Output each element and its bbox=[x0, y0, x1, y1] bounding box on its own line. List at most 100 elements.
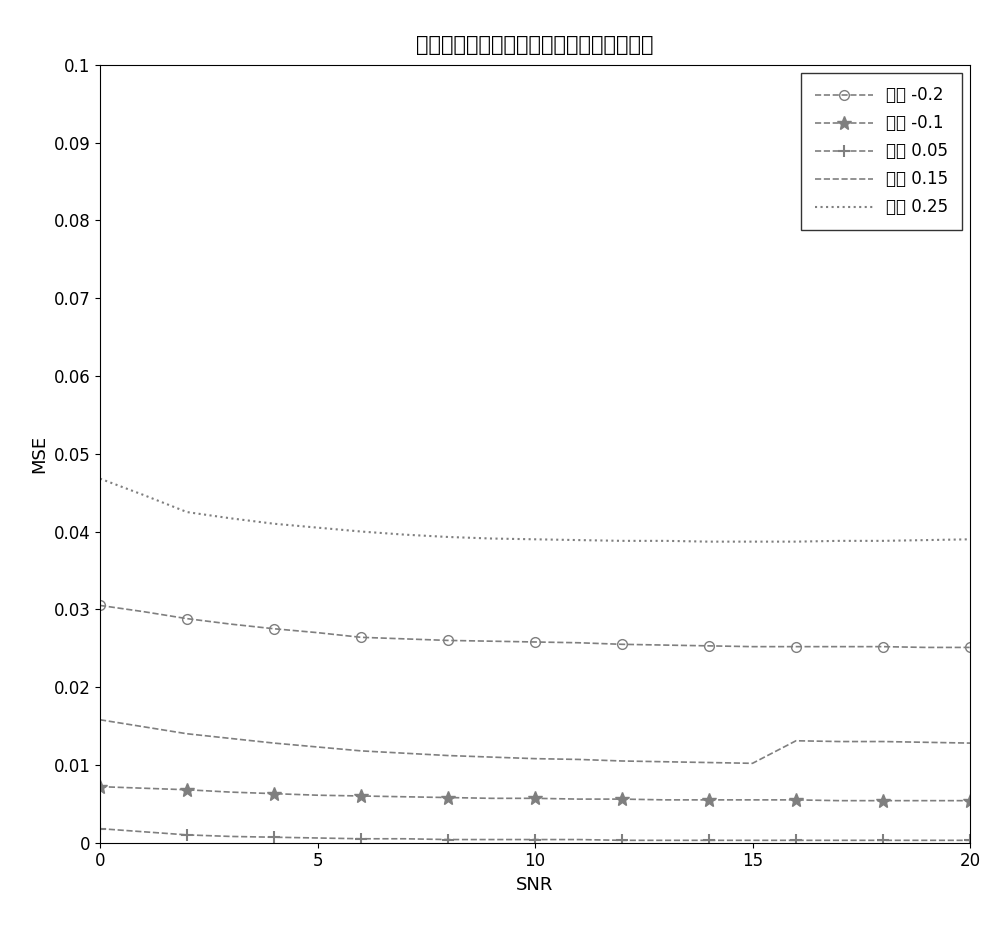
频偏 0.05 bbox=[312, 832, 324, 844]
频偏 0.15 bbox=[398, 747, 411, 758]
频偏 -0.2 bbox=[790, 641, 802, 652]
频偏 -0.2 bbox=[572, 637, 584, 648]
频偏 0.15 bbox=[94, 714, 106, 725]
频偏 -0.1 bbox=[224, 786, 237, 797]
频偏 0.25 bbox=[790, 536, 802, 547]
频偏 0.05 bbox=[94, 823, 106, 834]
频偏 0.15 bbox=[442, 750, 454, 761]
频偏 0.25 bbox=[138, 490, 150, 501]
频偏 -0.2 bbox=[660, 640, 672, 651]
频偏 0.25 bbox=[224, 513, 237, 524]
频偏 -0.2 bbox=[312, 627, 324, 638]
频偏 -0.1 bbox=[834, 795, 846, 807]
频偏 0.15 bbox=[964, 737, 976, 748]
频偏 -0.1 bbox=[572, 794, 584, 805]
频偏 -0.2 bbox=[529, 636, 541, 647]
频偏 -0.1 bbox=[877, 795, 889, 807]
频偏 -0.1 bbox=[616, 794, 628, 805]
频偏 -0.2 bbox=[398, 633, 411, 644]
频偏 -0.1 bbox=[790, 795, 802, 806]
频偏 0.05 bbox=[181, 830, 193, 841]
频偏 0.15 bbox=[224, 732, 237, 744]
频偏 0.25 bbox=[486, 533, 498, 544]
频偏 -0.2 bbox=[486, 635, 498, 646]
频偏 -0.1 bbox=[703, 795, 715, 806]
频偏 0.15 bbox=[920, 737, 932, 748]
频偏 0.25 bbox=[312, 522, 324, 533]
频偏 0.25 bbox=[572, 534, 584, 545]
频偏 0.05 bbox=[398, 833, 411, 845]
频偏 -0.1 bbox=[355, 791, 367, 802]
Y-axis label: MSE: MSE bbox=[30, 434, 48, 473]
频偏 -0.2 bbox=[181, 613, 193, 624]
频偏 0.25 bbox=[920, 534, 932, 545]
频偏 -0.2 bbox=[920, 642, 932, 653]
频偏 -0.1 bbox=[964, 795, 976, 807]
频偏 0.15 bbox=[834, 736, 846, 747]
频偏 0.25 bbox=[181, 507, 193, 518]
Line: 频偏 0.05: 频偏 0.05 bbox=[94, 822, 976, 846]
Line: 频偏 0.25: 频偏 0.25 bbox=[100, 479, 970, 542]
频偏 -0.2 bbox=[224, 619, 237, 630]
频偏 0.15 bbox=[181, 728, 193, 739]
Title: 不同信噪比下的归一化频偏估计的均方误差: 不同信噪比下的归一化频偏估计的均方误差 bbox=[416, 35, 654, 55]
频偏 -0.2 bbox=[616, 639, 628, 650]
频偏 0.05 bbox=[790, 834, 802, 845]
频偏 -0.2 bbox=[355, 632, 367, 643]
频偏 -0.1 bbox=[268, 788, 280, 799]
频偏 0.05 bbox=[877, 834, 889, 845]
频偏 0.15 bbox=[312, 742, 324, 753]
Legend: 频偏 -0.2, 频偏 -0.1, 频偏 0.05, 频偏 0.15, 频偏 0.25: 频偏 -0.2, 频偏 -0.1, 频偏 0.05, 频偏 0.15, 频偏 0… bbox=[801, 73, 962, 230]
频偏 -0.1 bbox=[312, 790, 324, 801]
频偏 -0.2 bbox=[877, 641, 889, 652]
频偏 0.25 bbox=[746, 536, 759, 547]
频偏 0.15 bbox=[746, 757, 759, 769]
频偏 -0.1 bbox=[486, 793, 498, 804]
频偏 0.05 bbox=[834, 834, 846, 845]
频偏 0.25 bbox=[660, 535, 672, 546]
频偏 0.15 bbox=[877, 736, 889, 747]
Line: 频偏 -0.2: 频偏 -0.2 bbox=[95, 601, 975, 652]
频偏 0.05 bbox=[920, 834, 932, 845]
频偏 0.05 bbox=[268, 832, 280, 843]
频偏 0.25 bbox=[442, 532, 454, 543]
频偏 0.25 bbox=[94, 473, 106, 484]
频偏 -0.1 bbox=[920, 795, 932, 807]
频偏 -0.2 bbox=[138, 607, 150, 618]
频偏 0.25 bbox=[398, 529, 411, 540]
频偏 0.05 bbox=[138, 826, 150, 837]
频偏 0.25 bbox=[616, 535, 628, 546]
频偏 0.15 bbox=[790, 735, 802, 746]
X-axis label: SNR: SNR bbox=[516, 876, 554, 894]
频偏 0.05 bbox=[486, 834, 498, 845]
频偏 0.05 bbox=[964, 834, 976, 845]
频偏 0.05 bbox=[703, 834, 715, 845]
频偏 0.05 bbox=[529, 834, 541, 845]
频偏 -0.2 bbox=[94, 600, 106, 611]
频偏 0.15 bbox=[660, 757, 672, 768]
频偏 0.15 bbox=[703, 757, 715, 768]
频偏 0.15 bbox=[529, 753, 541, 764]
Line: 频偏 -0.1: 频偏 -0.1 bbox=[93, 780, 977, 807]
频偏 -0.1 bbox=[660, 795, 672, 806]
频偏 0.05 bbox=[660, 834, 672, 845]
频偏 0.25 bbox=[268, 519, 280, 530]
频偏 -0.2 bbox=[834, 641, 846, 652]
频偏 -0.2 bbox=[442, 635, 454, 646]
频偏 0.25 bbox=[877, 535, 889, 546]
频偏 0.25 bbox=[529, 533, 541, 544]
频偏 -0.1 bbox=[398, 791, 411, 802]
频偏 -0.1 bbox=[138, 782, 150, 794]
频偏 -0.2 bbox=[268, 623, 280, 634]
频偏 0.05 bbox=[746, 834, 759, 845]
频偏 0.15 bbox=[572, 754, 584, 765]
频偏 0.05 bbox=[616, 834, 628, 845]
频偏 -0.2 bbox=[964, 642, 976, 653]
频偏 0.05 bbox=[572, 834, 584, 845]
频偏 0.25 bbox=[703, 536, 715, 547]
频偏 -0.1 bbox=[181, 784, 193, 795]
频偏 0.15 bbox=[268, 737, 280, 748]
Line: 频偏 0.15: 频偏 0.15 bbox=[100, 720, 970, 763]
频偏 0.05 bbox=[442, 834, 454, 845]
频偏 -0.1 bbox=[746, 795, 759, 806]
